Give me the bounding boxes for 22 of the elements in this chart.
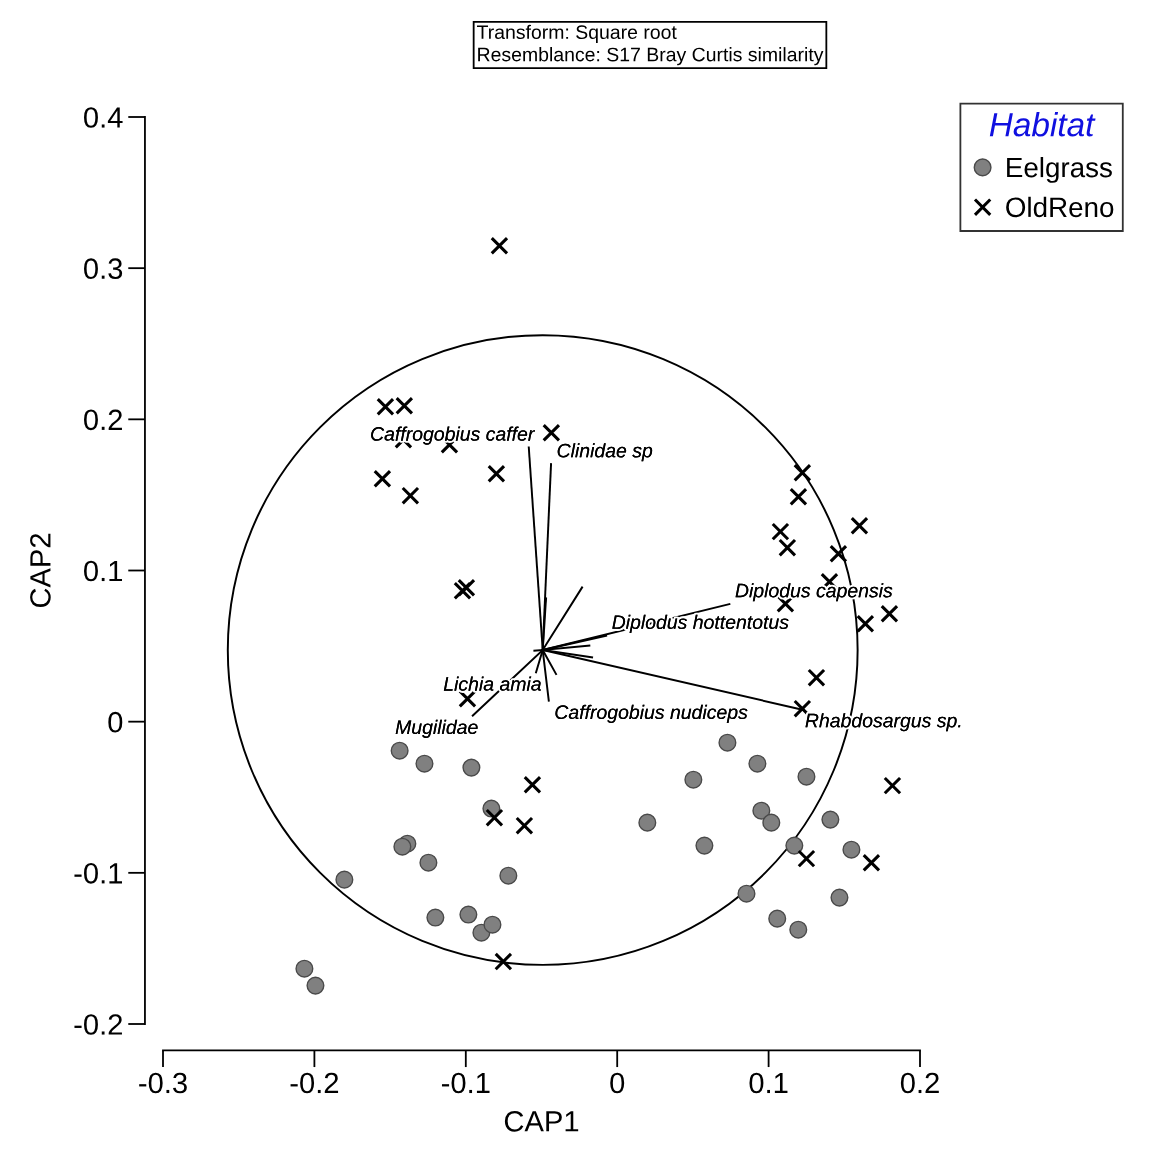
y-tick-label: 0.2	[84, 409, 122, 431]
legend-title: Habitat	[989, 112, 1096, 137]
legend-label: OldReno	[1006, 196, 1114, 218]
y-tick-label: 0.1	[84, 560, 122, 582]
y-tick-label: 0.3	[84, 258, 123, 280]
y-tick-label: 0	[108, 711, 123, 733]
legend-label: Eelgrass	[1007, 156, 1112, 183]
series-label: Clinidae sp	[557, 443, 653, 462]
x-tick-label: -0.3	[139, 1072, 187, 1094]
series-label: Mugilidae	[395, 719, 478, 738]
x-tick-label: 0.1	[749, 1072, 788, 1094]
x-tick-label: 0.2	[900, 1072, 939, 1094]
x-axis-title: CAP1	[504, 1110, 579, 1132]
text: Transform: Square root Resemblance: S17 Bray Curtis similarity	[477, 24, 824, 66]
x-tick-label: -0.2	[290, 1072, 339, 1094]
x-tick-label: -0.1	[441, 1072, 490, 1094]
series-label: Caffrogobius nudiceps	[555, 704, 748, 723]
y-tick-label: -0.2	[74, 1014, 122, 1035]
y-tick-label: 0.4	[84, 107, 123, 128]
y-tick-label: -0.1	[74, 863, 122, 884]
x-tick-label: 0	[610, 1072, 625, 1094]
y-axis-title: CAP2	[30, 533, 51, 608]
